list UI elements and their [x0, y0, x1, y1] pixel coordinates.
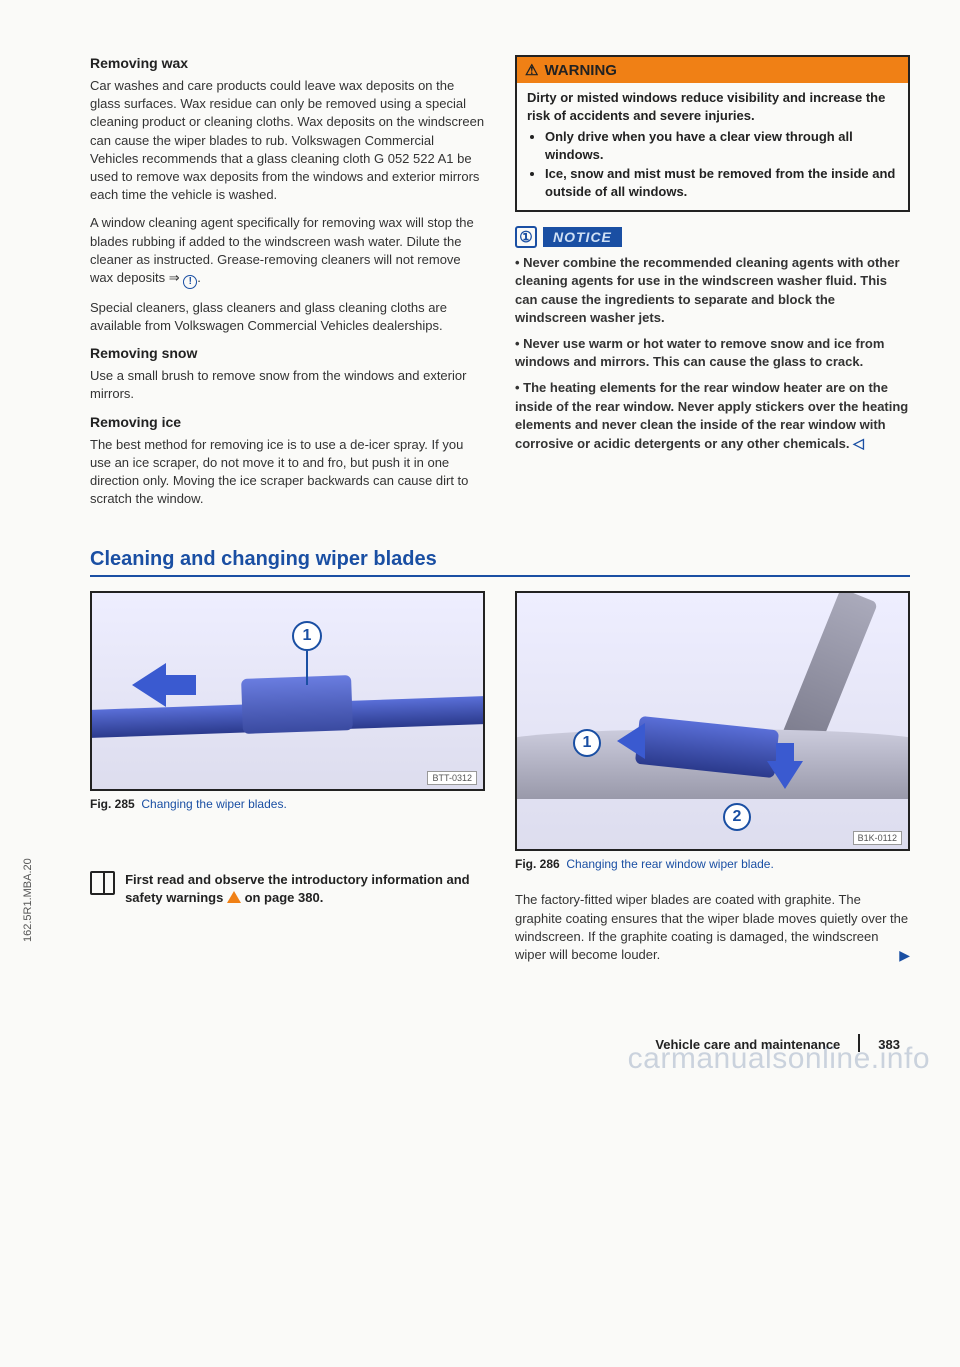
- para-wax-2: A window cleaning agent specifically for…: [90, 214, 485, 289]
- figure-286-code: B1K-0112: [853, 831, 902, 845]
- para-ice: The best method for removing ice is to u…: [90, 436, 485, 509]
- notice-header: ① NOTICE: [515, 226, 910, 248]
- section-end-icon: ◁: [853, 435, 864, 451]
- callout-line: [306, 651, 308, 685]
- warning-header: ⚠ WARNING: [517, 57, 908, 83]
- callout-1: 1: [292, 621, 322, 651]
- figure-286-caption: Fig. 286 Changing the rear window wiper …: [515, 857, 910, 871]
- warning-text: Dirty or misted windows reduce visibilit…: [527, 89, 898, 124]
- warning-item-2: Ice, snow and mist must be removed from …: [545, 165, 898, 200]
- notice-ref-icon: !: [183, 275, 197, 289]
- intro-safety-text: First read and observe the introductory …: [125, 871, 485, 906]
- watermark: carmanualsonline.info: [628, 1042, 930, 1076]
- callout-286-2: 2: [723, 803, 751, 831]
- warning-triangle-small-icon: [227, 891, 241, 903]
- para-wax-3: Special cleaners, glass cleaners and gla…: [90, 299, 485, 335]
- figure-286: 1 2 B1K-0112: [515, 591, 910, 851]
- arrow-left-icon-2: [617, 723, 645, 759]
- heading-removing-snow: Removing snow: [90, 345, 485, 361]
- arrow-down-icon: [767, 761, 803, 789]
- notice-label: NOTICE: [543, 227, 622, 247]
- side-document-code: 162.5R1.MBA.20: [22, 858, 34, 942]
- figure-285-caption: Fig. 285 Changing the wiper blades.: [90, 797, 485, 811]
- notice-item-3: The heating elements for the rear window…: [515, 379, 910, 453]
- book-icon: [90, 871, 115, 895]
- heading-removing-ice: Removing ice: [90, 414, 485, 430]
- continue-icon: ▶: [899, 946, 910, 966]
- arrow-left-icon: [132, 663, 166, 707]
- section-rule: [90, 575, 910, 577]
- para-snow: Use a small brush to remove snow from th…: [90, 367, 485, 403]
- para-wax-1: Car washes and care products could leave…: [90, 77, 485, 204]
- figure-285-code: BTT-0312: [427, 771, 477, 785]
- wiper-clip-illustration: [241, 675, 353, 734]
- warning-triangle-icon: ⚠: [525, 61, 538, 79]
- heading-removing-wax: Removing wax: [90, 55, 485, 71]
- section-title-wiper-blades: Cleaning and changing wiper blades: [90, 548, 910, 571]
- warning-item-1: Only drive when you have a clear view th…: [545, 128, 898, 163]
- notice-item-2: Never use warm or hot water to remove sn…: [515, 335, 910, 371]
- warning-box: ⚠ WARNING Dirty or misted windows reduce…: [515, 55, 910, 212]
- notice-item-1: Never combine the recommended cleaning a…: [515, 254, 910, 327]
- para-factory-wiper: The factory-fitted wiper blades are coat…: [515, 891, 910, 964]
- figure-285: 1 BTT-0312: [90, 591, 485, 791]
- warning-title: WARNING: [544, 62, 617, 79]
- notice-icon: ①: [515, 226, 537, 248]
